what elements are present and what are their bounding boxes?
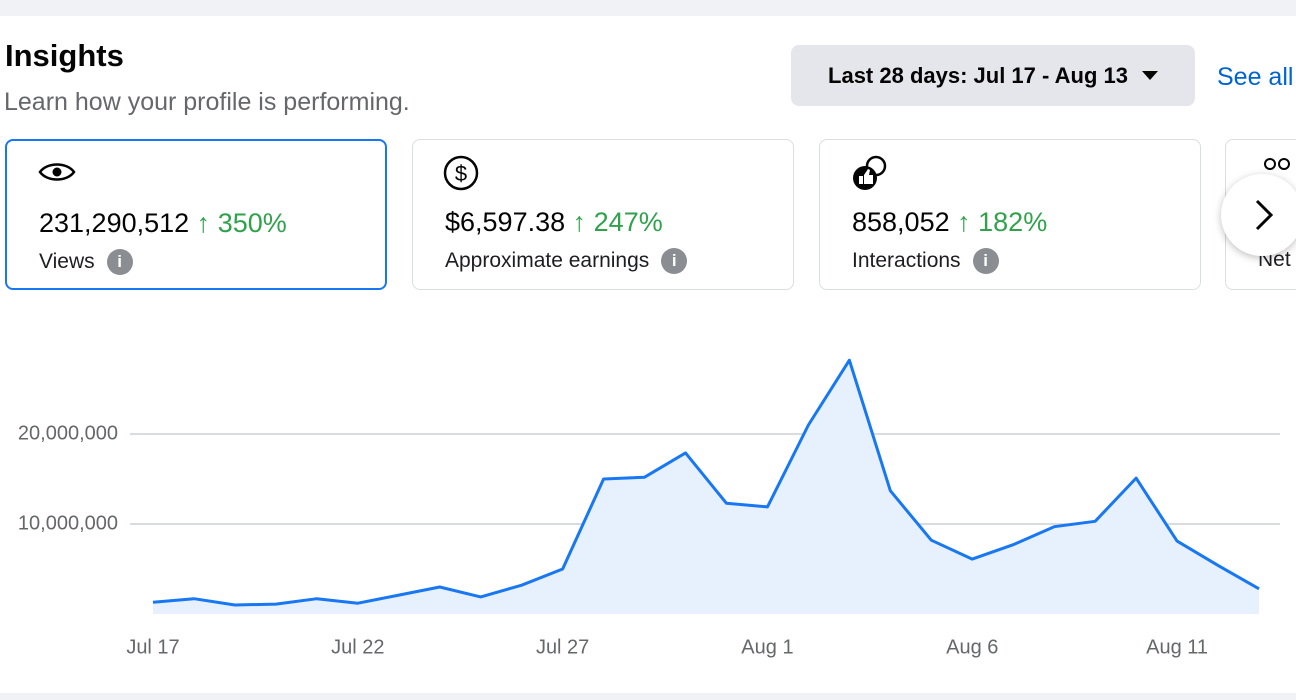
- change: ↑ 247%: [572, 207, 663, 237]
- line: [152, 358, 1260, 607]
- card-label: Views i: [39, 249, 133, 275]
- see-all-link[interactable]: See all: [1217, 63, 1294, 91]
- info-icon[interactable]: i: [106, 249, 133, 275]
- chart: 10,000,000 20,000,000 Jul 17 Jul 22 Jul 27 Au…: [18, 358, 1280, 658]
- date-range-button[interactable]: Last 28 days: Jul 17 - Aug 13: [791, 45, 1195, 106]
- x-tick-label: Aug 11: [1146, 636, 1208, 658]
- card-value: 231,290,512 ↑ 350%: [39, 208, 287, 239]
- area: [153, 360, 1259, 614]
- y-tick-label: 20,000,000: [18, 422, 118, 444]
- info-icon[interactable]: i: [972, 248, 999, 274]
- chevron-icon: [1255, 199, 1274, 231]
- dollar-icon: $: [443, 155, 479, 191]
- title: Insights: [5, 38, 124, 73]
- label: Approximate earnings: [445, 249, 650, 272]
- card-label: Approximate earnings i: [445, 248, 688, 274]
- dropdown-icon: [1141, 70, 1158, 80]
- y-tick-label: 10,000,000: [18, 512, 118, 534]
- change-value: 182%: [978, 207, 1048, 237]
- info-icon[interactable]: i: [661, 248, 688, 274]
- label: Views: [39, 250, 95, 273]
- people-icon: [1264, 158, 1290, 170]
- reactions-icon: [853, 155, 887, 190]
- next-button[interactable]: [1221, 174, 1296, 256]
- x-tick-label: Jul 27: [536, 636, 589, 658]
- subtitle: Learn how your profile is performing.: [4, 88, 410, 116]
- earnings-card[interactable]: $ $6,597.38 ↑ 247% Approximate earnings i: [412, 139, 794, 290]
- change-value: 350%: [217, 208, 287, 238]
- eye-icon: [38, 163, 76, 181]
- card-label: Interactions i: [852, 248, 999, 274]
- value: $6,597.38: [445, 207, 566, 237]
- card-value: $6,597.38 ↑ 247%: [445, 207, 663, 238]
- x-tick-label: Aug 6: [946, 636, 998, 658]
- x-tick-label: Jul 17: [126, 636, 179, 658]
- label: Interactions: [852, 249, 961, 272]
- date-range: Last 28 days: Jul 17 - Aug 13: [828, 62, 1128, 88]
- change: ↑ 182%: [957, 207, 1048, 237]
- value: 858,052: [852, 207, 950, 237]
- change: ↑ 350%: [196, 208, 287, 238]
- x-tick-label: Aug 1: [741, 636, 793, 658]
- x-tick-label: Jul 22: [331, 636, 384, 658]
- insights-panel: Insights Learn how your profile is perfo…: [0, 16, 1296, 693]
- value: 231,290,512: [39, 208, 190, 238]
- svg-text:$: $: [455, 161, 467, 186]
- card-value: 858,052 ↑ 182%: [852, 207, 1047, 238]
- change-value: 247%: [593, 207, 663, 237]
- interactions-card[interactable]: 858,052 ↑ 182% Interactions i: [819, 139, 1201, 290]
- views-card[interactable]: 231,290,512 ↑ 350% Views i: [5, 139, 387, 290]
